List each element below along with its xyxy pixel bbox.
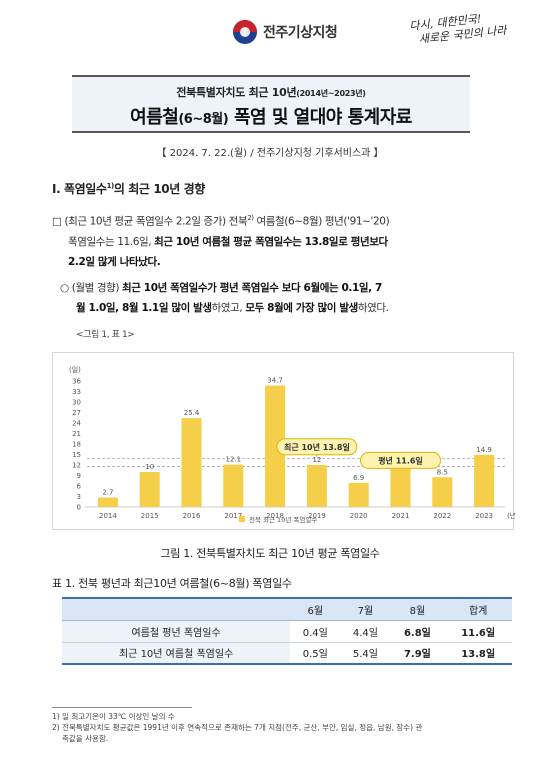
- section-heading: Ⅰ. 폭염일수1)의 최근 10년 경향: [52, 182, 205, 196]
- legend-label: 전북 최근 10년 폭염일수: [249, 515, 317, 524]
- bar-value-label: 25.4: [184, 409, 200, 417]
- bar-value-label: 6.9: [353, 474, 364, 482]
- monthly-trend-paragraph: ○ (월별 경향) 최근 10년 폭염일수가 평년 폭염일수 보다 6월에는 0…: [60, 282, 389, 314]
- x-tick-label: 2017: [224, 512, 242, 520]
- y-tick-label: 27: [72, 409, 81, 417]
- org-name: 전주기상지청: [263, 25, 338, 41]
- table-header-cell: 7월: [340, 597, 391, 621]
- y-tick-label: 6: [77, 483, 82, 491]
- x-tick-label: 2019: [308, 512, 326, 520]
- bar-value-label: 8.5: [437, 468, 448, 476]
- document-title-box: 전북특별자치도 최근 10년(2014년~2023년) 여름철(6~8월) 폭염…: [72, 75, 470, 133]
- table-header-row: 6월 7월 8월 합계: [62, 597, 512, 621]
- table-cell: 6.8일: [390, 620, 445, 643]
- footnote-1: 1) 일 최고기온이 33℃ 이상인 날의 수: [52, 712, 175, 721]
- y-tick-label: 33: [72, 388, 81, 396]
- y-tick-label: 24: [72, 420, 81, 428]
- table-header-cell: [62, 597, 291, 621]
- y-tick-label: 0: [77, 504, 81, 512]
- table-cell: 0.5일: [290, 642, 341, 665]
- bar: [432, 477, 453, 507]
- y-tick-label: 36: [72, 378, 81, 386]
- callout-label: 평년 11.6일: [378, 455, 423, 465]
- bar-value-label: 14.9: [476, 446, 492, 454]
- bar-value-label: 2.7: [102, 489, 113, 497]
- table-header-cell: 합계: [444, 597, 512, 621]
- y-tick-label: 15: [72, 451, 81, 459]
- table-cell: 13.8일: [444, 642, 512, 665]
- y-tick-label: 30: [72, 399, 81, 407]
- bar: [265, 385, 286, 507]
- y-tick-label: 9: [77, 472, 81, 480]
- legend-swatch: [239, 516, 245, 522]
- table-header-cell: 6월: [290, 597, 341, 621]
- table-row: 최근 10년 여름철 폭염일수 0.5일 5.4일 7.9일 13.8일: [62, 642, 512, 665]
- footnote-2-cont: 측값을 사용함.: [62, 734, 109, 743]
- table-cell: 11.6일: [444, 620, 512, 643]
- bar: [181, 418, 202, 507]
- x-tick-label: 2016: [183, 512, 201, 520]
- bar-value-label: 34.7: [267, 377, 283, 385]
- callout-label: 최근 10년 13.8일: [284, 442, 350, 452]
- table-row: 여름철 평년 폭염일수 0.4일 4.4일 6.8일 11.6일: [62, 620, 512, 643]
- x-axis-unit: (년): [507, 511, 515, 520]
- taegeuk-emblem-icon: [233, 20, 257, 44]
- table-cell: 5.4일: [340, 642, 391, 665]
- bar: [474, 454, 495, 507]
- bar-value-label: 12: [312, 456, 321, 464]
- y-axis-unit: (일): [69, 365, 81, 374]
- row-label: 최근 10년 여름철 폭염일수: [62, 642, 291, 665]
- y-tick-label: 3: [77, 493, 81, 501]
- x-tick-label: 2022: [433, 512, 451, 520]
- callout-box: [360, 451, 441, 469]
- org-logo: 전주기상지청: [233, 20, 338, 44]
- dateline: 【 2024. 7. 22.(월) / 전주기상지청 기후서비스과 】: [156, 148, 384, 159]
- x-tick-label: 2020: [350, 512, 368, 520]
- x-tick-label: 2018: [266, 512, 284, 520]
- bar-value-label: 10: [145, 463, 154, 471]
- footnotes: 1) 일 최고기온이 33℃ 이상인 날의 수 2) 전북특별자치도 평균값은 …: [52, 711, 512, 744]
- table-cell: 7.9일: [390, 642, 445, 665]
- bar: [348, 482, 369, 507]
- heatwave-bar-chart: (일)03691215182124273033362.7201410201525…: [69, 365, 515, 524]
- bar-value-label: 12.1: [226, 456, 242, 464]
- y-tick-label: 18: [72, 441, 81, 449]
- footnote-divider: [52, 707, 192, 708]
- x-tick-label: 2015: [141, 512, 159, 520]
- x-tick-label: 2023: [475, 512, 493, 520]
- row-label: 여름철 평년 폭염일수: [62, 620, 291, 643]
- bar: [306, 465, 327, 507]
- figure-reference: <그림 1, 표 1>: [76, 330, 135, 340]
- bar: [390, 468, 411, 507]
- document-title: 여름철(6~8월) 폭염 및 열대야 통계자료: [130, 107, 412, 128]
- x-tick-label: 2014: [99, 512, 117, 520]
- y-tick-label: 21: [72, 430, 81, 438]
- bar: [139, 472, 160, 507]
- document-subtitle: 전북특별자치도 최근 10년(2014년~2023년): [176, 86, 366, 99]
- summary-paragraph: □ (최근 10년 평균 폭염일수 2.2일 증가) 전북2) 여름철(6~8월…: [52, 214, 390, 268]
- heatwave-table: 6월 7월 8월 합계 여름철 평년 폭염일수 0.4일 4.4일 6.8일 1…: [62, 597, 512, 665]
- heatwave-chart: (일) 0 3 6 9 12 15 18 21 24 27 30 33 36 2.7 2014 10 2015 25…: [52, 352, 515, 530]
- y-tick-label: 12: [72, 462, 81, 470]
- bar: [97, 497, 118, 507]
- table-cell: 0.4일: [290, 620, 341, 643]
- circle-bullet: ○: [60, 282, 69, 294]
- table-cell: 4.4일: [340, 620, 391, 643]
- footnote-2: 2) 전북특별자치도 평균값은 1991년 이후 연속적으로 존재하는 7개 지…: [52, 723, 423, 732]
- x-tick-label: 2021: [392, 512, 410, 520]
- table-header-cell: 8월: [390, 597, 445, 621]
- callout-box: [276, 438, 358, 456]
- table-caption: 표 1. 전북 평년과 최근10년 여름철(6~8월) 폭염일수: [52, 577, 292, 590]
- bar: [223, 464, 244, 507]
- government-slogan: 다시, 대한민국! 새로운 국민의 나라: [409, 8, 521, 47]
- square-bullet: □: [52, 215, 62, 228]
- figure-caption: 그림 1. 전북특별자치도 최근 10년 평균 폭염일수: [160, 547, 380, 560]
